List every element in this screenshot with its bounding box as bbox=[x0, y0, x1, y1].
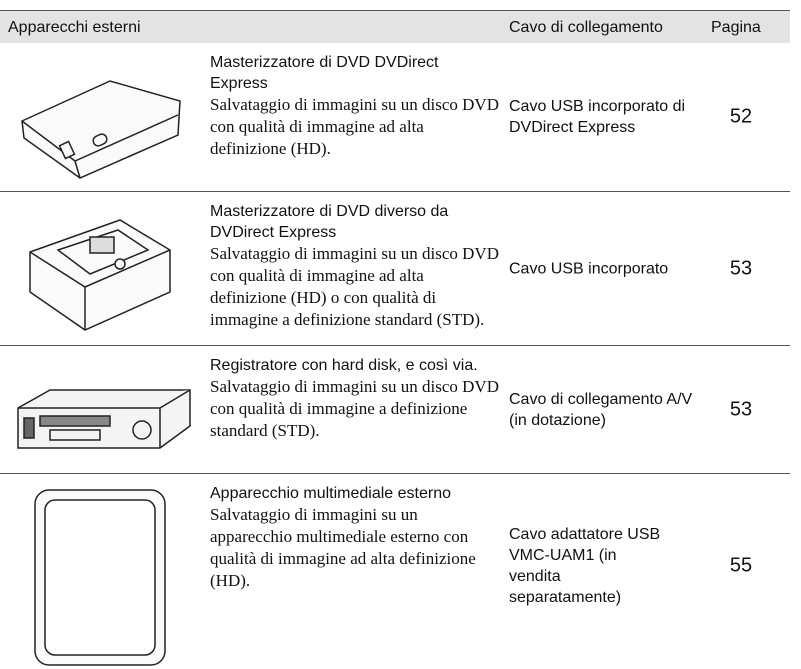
cable: Cavo adattatore USB VMC-UAM1 (in vendita… bbox=[509, 526, 661, 606]
device-cell: Apparecchio multimediale esterno Salvatag… bbox=[210, 483, 500, 592]
device-image bbox=[29, 219, 171, 331]
device-name: Registratore con hard disk, e così via. bbox=[210, 357, 478, 374]
device-name: Masterizzatore di DVD DVDirect Express bbox=[210, 54, 439, 92]
header-cell: Cavo di collegamento bbox=[509, 19, 663, 36]
device-image bbox=[34, 489, 166, 666]
device-cell: Registratore con hard disk, e così via. S… bbox=[210, 355, 500, 442]
device-name: Masterizzatore di DVD diverso da DVDirec… bbox=[210, 203, 449, 241]
page-number: 53 bbox=[729, 257, 753, 279]
table-header bbox=[0, 10, 790, 43]
header-cell: Pagina bbox=[711, 19, 761, 36]
page-number: 53 bbox=[729, 398, 753, 420]
cable: Cavo USB incorporato di DVDirect Express bbox=[509, 98, 686, 136]
table-row: Apparecchio multimediale esterno Salvatag… bbox=[0, 474, 790, 669]
device-name: Apparecchio multimediale esterno bbox=[210, 485, 452, 502]
device-image bbox=[21, 80, 181, 179]
cable: Cavo USB incorporato bbox=[509, 260, 669, 277]
header-cell: Apparecchi esterni bbox=[8, 19, 141, 36]
device-description: Salvataggio di immagini su un apparecchi… bbox=[210, 505, 476, 590]
device-description: Salvataggio di immagini su un disco DVD … bbox=[210, 377, 499, 440]
page-number: 52 bbox=[729, 105, 753, 128]
cable: Cavo di collegamento A/V (in dotazione) bbox=[509, 390, 693, 429]
device-cell: Masterizzatore di DVD diverso da DVDirec… bbox=[210, 201, 500, 331]
device-image bbox=[17, 389, 191, 449]
table-row: Masterizzatore di DVD diverso da DVDirec… bbox=[0, 192, 790, 346]
device-description: Salvataggio di immagini su un disco DVD … bbox=[210, 244, 499, 329]
table-row: Masterizzatore di DVD DVDirect Express Sa… bbox=[0, 43, 790, 192]
device-cell: Masterizzatore di DVD DVDirect Express Sa… bbox=[210, 52, 500, 160]
table-row: Registratore con hard disk, e così via. S… bbox=[0, 346, 790, 474]
page-number: 55 bbox=[729, 554, 753, 577]
device-description: Salvataggio di immagini su un disco DVD … bbox=[210, 95, 499, 158]
